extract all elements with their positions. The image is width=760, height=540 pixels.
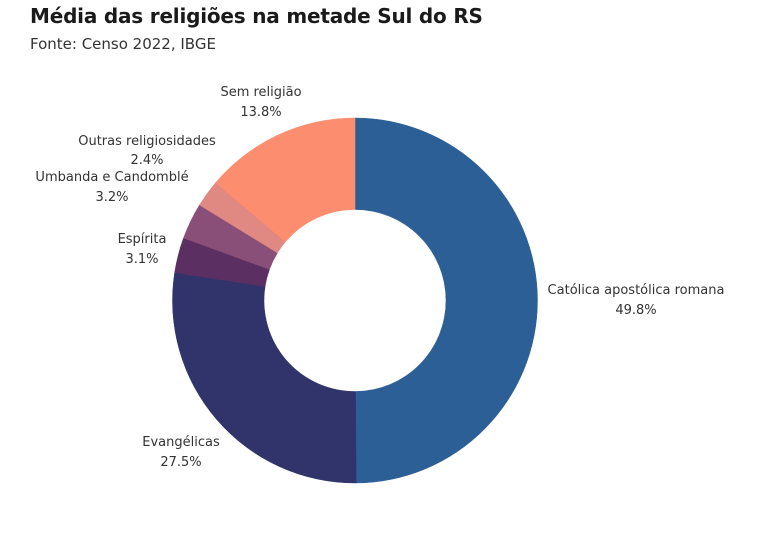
chart-title: Média das religiões na metade Sul do RS xyxy=(30,4,483,28)
label-sem-religiao: Sem religião 13.8% xyxy=(220,85,302,120)
slice-evangelicas xyxy=(172,272,357,484)
slice-sem-religiao xyxy=(215,117,356,243)
donut-slices xyxy=(172,117,538,484)
label-espirita: Espírita 3.1% xyxy=(117,232,167,267)
chart-subtitle: Fonte: Censo 2022, IBGE xyxy=(30,35,216,53)
label-catolica: Católica apostólica romana 49.8% xyxy=(547,283,725,318)
label-umbanda: Umbanda e Candomblé 3.2% xyxy=(35,170,189,205)
label-outras: Outras religiosidades 2.4% xyxy=(78,134,216,168)
slice-catolica-apostolica-romana xyxy=(354,117,538,484)
label-evangelicas: Evangélicas 27.5% xyxy=(142,435,220,470)
